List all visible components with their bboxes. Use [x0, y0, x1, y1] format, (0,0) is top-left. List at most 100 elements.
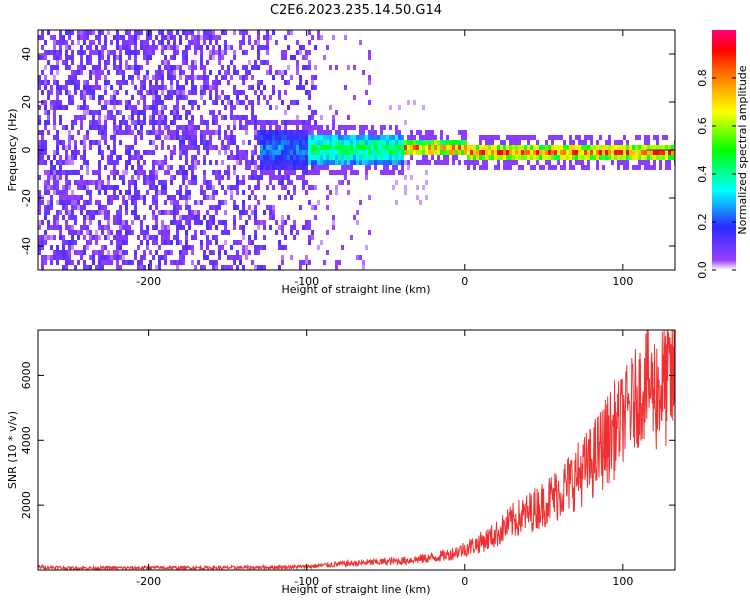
- heatmap-cell: [50, 185, 53, 190]
- heatmap-cell: [101, 55, 104, 60]
- heatmap-cell: [77, 70, 80, 75]
- heatmap-cell: [53, 220, 56, 225]
- heatmap-cell: [281, 145, 284, 150]
- heatmap-cell: [110, 150, 113, 155]
- heatmap-cell: [263, 60, 266, 65]
- heatmap-cell: [107, 155, 110, 160]
- heatmap-cell: [188, 245, 191, 250]
- heatmap-cell: [140, 260, 143, 265]
- heatmap-cell: [533, 150, 536, 155]
- heatmap-cell: [74, 240, 77, 245]
- heatmap-cell: [653, 160, 656, 165]
- heatmap-cell: [188, 65, 191, 70]
- heatmap-cell: [239, 180, 242, 185]
- heatmap-cell: [302, 85, 305, 90]
- heatmap-cell: [113, 195, 116, 200]
- heatmap-cell: [176, 240, 179, 245]
- heatmap-cell: [155, 195, 158, 200]
- heatmap-cell: [98, 180, 101, 185]
- heatmap-cell: [326, 155, 329, 160]
- heatmap-cell: [281, 185, 284, 190]
- heatmap-cell: [527, 160, 530, 165]
- heatmap-cell: [152, 150, 155, 155]
- heatmap-cell: [260, 160, 263, 165]
- heatmap-cell: [293, 160, 296, 165]
- heatmap-cell: [638, 155, 641, 160]
- heatmap-cell: [614, 155, 617, 160]
- heatmap-cell: [170, 195, 173, 200]
- heatmap-cell: [185, 195, 188, 200]
- heatmap-cell: [140, 195, 143, 200]
- heatmap-cell: [344, 150, 347, 155]
- heatmap-cell: [170, 30, 173, 35]
- heatmap-cell: [155, 190, 158, 195]
- heatmap-cell: [218, 135, 221, 140]
- heatmap-cell: [212, 250, 215, 255]
- heatmap-cell: [266, 135, 269, 140]
- heatmap-cell: [62, 60, 65, 65]
- heatmap-cell: [209, 130, 212, 135]
- heatmap-cell: [71, 125, 74, 130]
- heatmap-cell: [380, 125, 383, 130]
- heatmap-cell: [287, 145, 290, 150]
- heatmap-cell: [113, 130, 116, 135]
- heatmap-cell: [254, 185, 257, 190]
- heatmap-cell: [302, 145, 305, 150]
- heatmap-cell: [176, 85, 179, 90]
- heatmap-cell: [665, 165, 668, 170]
- heatmap-cell: [188, 30, 191, 35]
- heatmap-cell: [122, 250, 125, 255]
- heatmap-cell: [230, 100, 233, 105]
- heatmap-cell: [608, 155, 611, 160]
- heatmap-cell: [665, 155, 668, 160]
- heatmap-cell: [74, 145, 77, 150]
- heatmap-cell: [101, 230, 104, 235]
- heatmap-cell: [329, 190, 332, 195]
- heatmap-cell: [77, 80, 80, 85]
- heatmap-cell: [131, 75, 134, 80]
- heatmap-cell: [149, 140, 152, 145]
- heatmap-cell: [92, 110, 95, 115]
- heatmap-cell: [95, 125, 98, 130]
- heatmap-cell: [428, 145, 431, 150]
- heatmap-cell: [71, 60, 74, 65]
- heatmap-cell: [404, 160, 407, 165]
- heatmap-cell: [125, 205, 128, 210]
- heatmap-cell: [458, 150, 461, 155]
- heatmap-cell: [512, 135, 515, 140]
- heatmap-cell: [665, 145, 668, 150]
- heatmap-cell: [296, 140, 299, 145]
- heatmap-cell: [176, 65, 179, 70]
- heatmap-cell: [119, 225, 122, 230]
- heatmap-cell: [59, 200, 62, 205]
- heatmap-cell: [62, 215, 65, 220]
- heatmap-cell: [329, 135, 332, 140]
- heatmap-cell: [149, 90, 152, 95]
- heatmap-cell: [596, 150, 599, 155]
- heatmap-cell: [404, 175, 407, 180]
- heatmap-cell: [200, 55, 203, 60]
- heatmap-cell: [164, 105, 167, 110]
- heatmap-cell: [602, 150, 605, 155]
- heatmap-cell: [368, 145, 371, 150]
- heatmap-cell: [380, 130, 383, 135]
- heatmap-cell: [206, 255, 209, 260]
- heatmap-cell: [140, 85, 143, 90]
- heatmap-cell: [203, 175, 206, 180]
- heatmap-cell: [665, 135, 668, 140]
- heatmap-cell: [263, 150, 266, 155]
- heatmap-cell: [278, 225, 281, 230]
- heatmap-cell: [65, 90, 68, 95]
- heatmap-cell: [281, 215, 284, 220]
- heatmap-cell: [413, 145, 416, 150]
- heatmap-cell: [251, 175, 254, 180]
- heatmap-cell: [647, 150, 650, 155]
- heatmap-cell: [56, 225, 59, 230]
- heatmap-cell: [74, 220, 77, 225]
- heatmap-cell: [560, 145, 563, 150]
- heatmap-cell: [161, 255, 164, 260]
- heatmap-cell: [101, 155, 104, 160]
- heatmap-cell: [308, 50, 311, 55]
- heatmap-cell: [263, 265, 266, 270]
- heatmap-cell: [74, 250, 77, 255]
